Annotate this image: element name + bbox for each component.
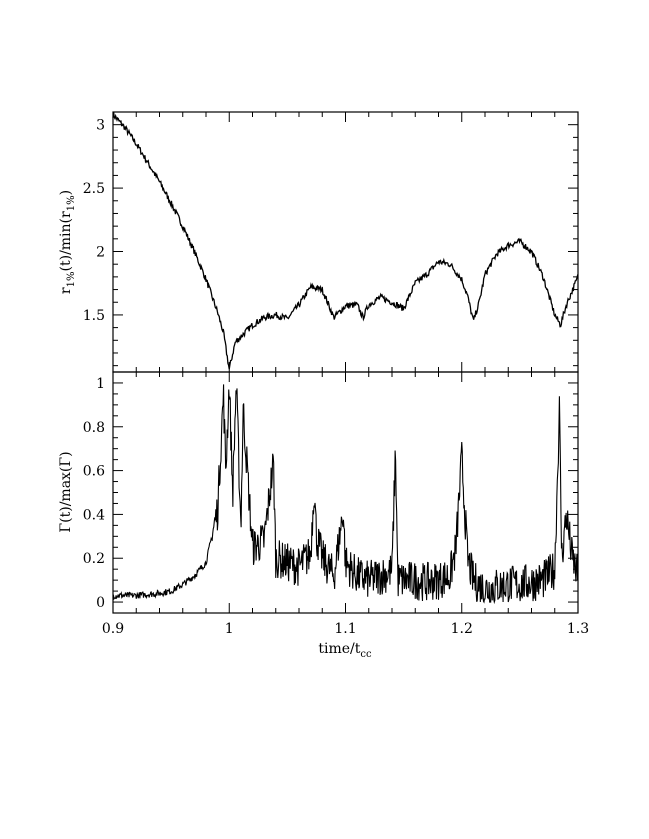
top-y-tick-label: 2 (96, 245, 105, 261)
top-series-line (112, 112, 579, 370)
top-y-tick-label: 3 (96, 118, 105, 134)
bottom-y-tick-label: 0.4 (83, 507, 105, 523)
top-y-axis-label: r1%(t)/min(r1%) (58, 190, 77, 294)
bottom-panel-ticks: 0.9 1 1.1 1.2 1.3 0 0.2 0.4 0.6 0.8 1 (83, 372, 589, 637)
bottom-series-line (112, 384, 579, 605)
top-y-tick-label: 2.5 (83, 181, 105, 197)
top-y-tick-label: 1.5 (83, 308, 105, 324)
bottom-y-axis-label: Γ(t)/max(Γ) (58, 451, 74, 532)
bottom-y-tick-label: 0.6 (83, 464, 105, 480)
x-tick-label: 1 (225, 621, 234, 637)
x-tick-label: 1.2 (451, 621, 473, 637)
bottom-y-tick-label: 1 (96, 376, 105, 392)
x-axis-label: time/tcc (318, 641, 372, 660)
bottom-y-tick-label: 0.8 (83, 420, 105, 436)
x-tick-label: 1.1 (334, 621, 356, 637)
x-tick-label: 1.3 (567, 621, 589, 637)
top-panel-ticks: 1.5 2 2.5 3 (83, 111, 579, 372)
bottom-y-tick-label: 0.2 (83, 551, 105, 567)
bottom-y-tick-label: 0 (96, 595, 105, 611)
x-tick-label: 0.9 (102, 621, 124, 637)
